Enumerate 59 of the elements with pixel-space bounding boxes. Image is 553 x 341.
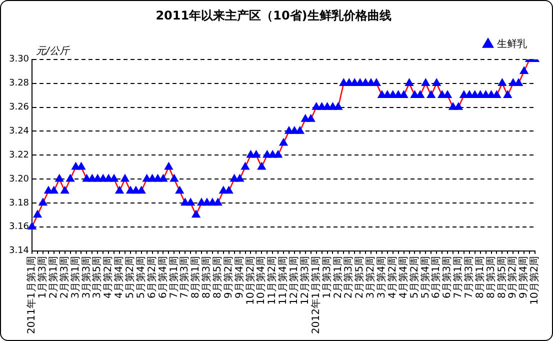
x-tick-label: 6月第1周 <box>430 256 442 299</box>
x-tick-label: 9月第2周 <box>506 256 519 299</box>
x-tick-label: 7月第3周 <box>178 256 191 299</box>
x-tick-label: 5月第2周 <box>124 256 136 299</box>
x-tick-label: 3月第4周 <box>376 256 388 299</box>
x-tick-label: 4月第2周 <box>102 256 114 299</box>
x-tick-label: 2012年1月第1周 <box>310 256 322 334</box>
x-tick-label: 8月第3周 <box>200 256 213 299</box>
chart-title: 2011年以来主产区（10省)生鲜乳价格曲线 <box>156 8 392 22</box>
x-tick-label: 7月第1周 <box>168 256 180 299</box>
x-tick-label: 6月第3周 <box>441 256 454 299</box>
x-tick-label: 6月第4周 <box>156 256 169 299</box>
x-tick-label: 8月第5周 <box>212 256 224 299</box>
x-tick-label: 10月第4周 <box>255 256 268 305</box>
x-tick-label: 11月第4周 <box>277 256 290 305</box>
x-tick-label: 3月第3周 <box>80 256 92 299</box>
x-tick-label: 4月第4周 <box>397 256 410 299</box>
y-tick-label: 3.26 <box>8 102 30 113</box>
y-tick-label: 3.28 <box>8 78 30 89</box>
y-tick-label: 3.14 <box>8 246 30 256</box>
x-tick-label: 2月第5周 <box>354 256 366 299</box>
x-tick-label: 10月第2周 <box>528 256 541 305</box>
x-tick-label: 4月第4周 <box>113 256 126 299</box>
y-tick-label: 3.20 <box>8 174 30 184</box>
y-tick-label: 3.30 <box>8 54 30 65</box>
x-tick-label: 12月第3周 <box>298 256 311 305</box>
x-tick-label: 2011年1月第1周 <box>26 256 38 334</box>
x-tick-label: 3月第2周 <box>364 256 377 299</box>
x-tick-label: 10月第2周 <box>244 256 256 305</box>
x-tick-label: 9月第2周 <box>222 256 234 299</box>
y-tick-label: 3.18 <box>8 198 30 208</box>
x-tick-label: 2月第3周 <box>58 256 70 299</box>
y-tick-label: 3.22 <box>8 150 30 160</box>
y-tick-label: 3.24 <box>8 126 30 137</box>
x-tick-label: 4月第2周 <box>386 256 398 299</box>
x-tick-label: 8月第3周 <box>484 256 497 299</box>
x-tick-label: 5月第4周 <box>134 256 147 299</box>
x-tick-label: 7月第3周 <box>462 256 475 299</box>
x-tick-label: 2月第3周 <box>342 256 355 299</box>
x-tick-label: 7月第1周 <box>452 256 464 299</box>
x-tick-label: 9月第4周 <box>518 256 530 299</box>
x-tick-label: 1月第3周 <box>36 256 49 299</box>
x-tick-label: 12月第1周 <box>288 256 300 305</box>
x-tick-label: 8月第1周 <box>474 256 486 299</box>
x-tick-label: 2月第1周 <box>332 256 344 299</box>
x-tick-label: 3月第5周 <box>91 256 104 299</box>
x-tick-label: 9月第4周 <box>233 256 246 299</box>
y-tick-label: 3.16 <box>8 222 30 232</box>
x-tick-label: 8月第1周 <box>190 256 202 299</box>
x-tick-label: 5月第4周 <box>419 256 432 299</box>
x-tick-label: 5月第2周 <box>408 256 420 299</box>
x-tick-label: 6月第2周 <box>146 256 158 299</box>
x-tick-label: 3月第1周 <box>69 256 82 299</box>
x-tick-label: 1月第3周 <box>320 256 333 299</box>
x-tick-label: 2月第1周 <box>48 256 60 299</box>
legend-label: 生鲜乳 <box>497 38 527 50</box>
x-tick-label: 11月第2周 <box>266 256 278 305</box>
x-tick-label: 8月第5周 <box>496 256 508 299</box>
y-axis-title: 元/公斤 <box>36 44 70 57</box>
